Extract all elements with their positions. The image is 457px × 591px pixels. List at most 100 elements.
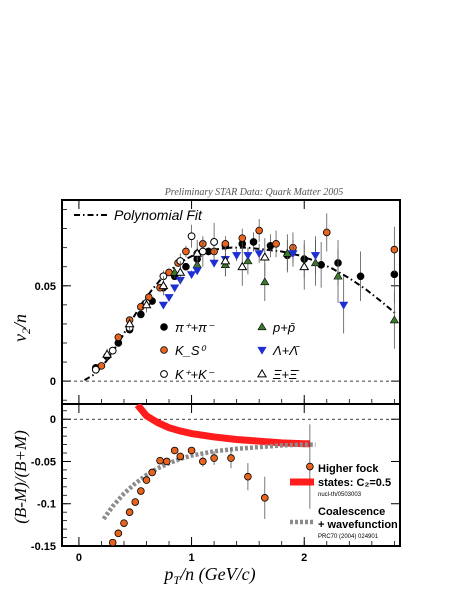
data-point <box>390 245 399 254</box>
data-point <box>220 255 231 265</box>
top-panel: 0 0.05 Polynomial Fit π⁺+π⁻ K_S⁰ K⁺+K⁻ p+p̄ Λ+Λ… <box>35 199 401 405</box>
data-point <box>232 252 242 260</box>
legend-lambda-marker <box>257 346 267 355</box>
higher-fock-curve <box>134 404 310 448</box>
data-point <box>158 301 169 310</box>
bottom-frame <box>61 403 401 547</box>
data-point <box>356 272 365 281</box>
data-point <box>260 277 270 286</box>
top-series-1 <box>97 213 399 370</box>
legend-kaon-marker <box>160 370 168 378</box>
data-point <box>182 247 190 256</box>
data-point <box>142 476 151 484</box>
data-point <box>137 310 145 319</box>
data-point <box>282 248 292 257</box>
data-point <box>124 318 135 328</box>
data-point <box>210 238 219 246</box>
data-point <box>310 252 321 260</box>
top-y-axis-label: v2/n <box>10 314 33 342</box>
data-point <box>120 519 128 527</box>
bottom-ytick-label: 0 <box>50 414 56 426</box>
bottom-plot-area <box>101 404 316 546</box>
bottom-ytick-label: -0.05 <box>31 456 56 468</box>
data-point <box>199 457 207 466</box>
coalescence-curve <box>101 442 316 521</box>
model-legend: Higher fock states: C₂=0.5 nucl-th/0503003… <box>290 463 398 540</box>
data-point <box>186 271 197 280</box>
data-point <box>182 262 190 271</box>
xtick-label: 0 <box>76 552 82 564</box>
bottom-panel: 0 -0.05 -0.1 -0.15 0 1 2 Higher fock states: C₂=… <box>31 403 401 564</box>
data-point <box>244 472 252 481</box>
chart-header: Preliminary STAR Data: Quark Matter 2005 <box>164 187 344 198</box>
data-point <box>141 299 152 309</box>
legend-proton-marker <box>257 322 267 331</box>
legend-kaon-label: K⁺+K⁻ <box>175 367 215 382</box>
data-point <box>272 240 280 248</box>
legend-pion-marker <box>160 323 168 331</box>
data-point <box>131 498 140 506</box>
data-point <box>102 349 113 358</box>
data-point <box>187 446 196 455</box>
data-point <box>97 362 106 370</box>
legend-pion-label: π⁺+π⁻ <box>175 320 215 335</box>
data-point <box>108 346 117 355</box>
data-point <box>176 452 185 461</box>
data-point <box>192 248 203 257</box>
data-point <box>389 315 399 324</box>
data-point <box>238 234 247 242</box>
data-point <box>148 468 156 477</box>
data-point <box>114 529 123 538</box>
data-point <box>162 457 171 466</box>
legend-xi-marker <box>257 368 267 378</box>
legend-k0s-marker <box>160 346 168 354</box>
data-point <box>339 301 349 310</box>
data-point <box>260 494 269 502</box>
legend-k0s-label: K_S⁰ <box>175 343 207 358</box>
data-point <box>227 454 235 462</box>
data-point <box>125 508 134 516</box>
data-point <box>237 261 248 271</box>
higher-fock-legend-label: Higher fock <box>318 463 379 475</box>
legend-lambda-label: Λ+Λ̄ <box>272 343 300 358</box>
data-point <box>288 250 298 259</box>
data-point <box>175 267 186 276</box>
fit-legend-label: Polynomial Fit <box>114 207 203 223</box>
top-ytick-label: 0.05 <box>35 281 56 293</box>
data-point <box>192 267 202 276</box>
data-point <box>299 261 310 271</box>
bottom-ytick-label: -0.15 <box>31 541 56 553</box>
xtick-label: 1 <box>189 552 195 564</box>
data-point <box>333 271 343 280</box>
data-point <box>249 238 258 246</box>
data-point <box>322 228 331 237</box>
bottom-series-0 <box>108 424 314 546</box>
top-frame <box>61 199 401 405</box>
data-point <box>170 446 179 455</box>
data-point <box>187 232 196 241</box>
top-series-5 <box>102 238 310 361</box>
data-point <box>210 454 218 462</box>
coalescence-legend-label: Coalescence <box>318 506 385 518</box>
higher-fock-reference: nucl-th/0503003 <box>318 492 362 498</box>
bottom-ytick-label: -0.1 <box>37 499 56 511</box>
data-point <box>255 226 263 235</box>
bottom-y-axis-label: (B-M)/(B+M) <box>11 430 30 524</box>
data-point <box>170 284 180 293</box>
top-ytick-label: 0 <box>50 376 56 388</box>
data-point <box>254 250 264 259</box>
data-point <box>108 538 117 546</box>
data-point <box>209 259 219 268</box>
data-point <box>114 333 123 342</box>
data-point <box>158 280 169 290</box>
data-point <box>259 252 270 261</box>
legend: Polynomial Fit π⁺+π⁻ K_S⁰ K⁺+K⁻ p+p̄ Λ+Λ̄ Ξ+Ξ̄ <box>74 207 300 382</box>
data-point <box>137 487 145 495</box>
data-point <box>91 365 100 374</box>
data-point <box>306 462 314 471</box>
data-point <box>243 252 253 260</box>
data-point <box>156 456 164 465</box>
higher-fock-legend-label-2: states: C₂=0.5 <box>318 477 391 489</box>
coalescence-legend-label-2: + wavefunction <box>318 519 398 531</box>
